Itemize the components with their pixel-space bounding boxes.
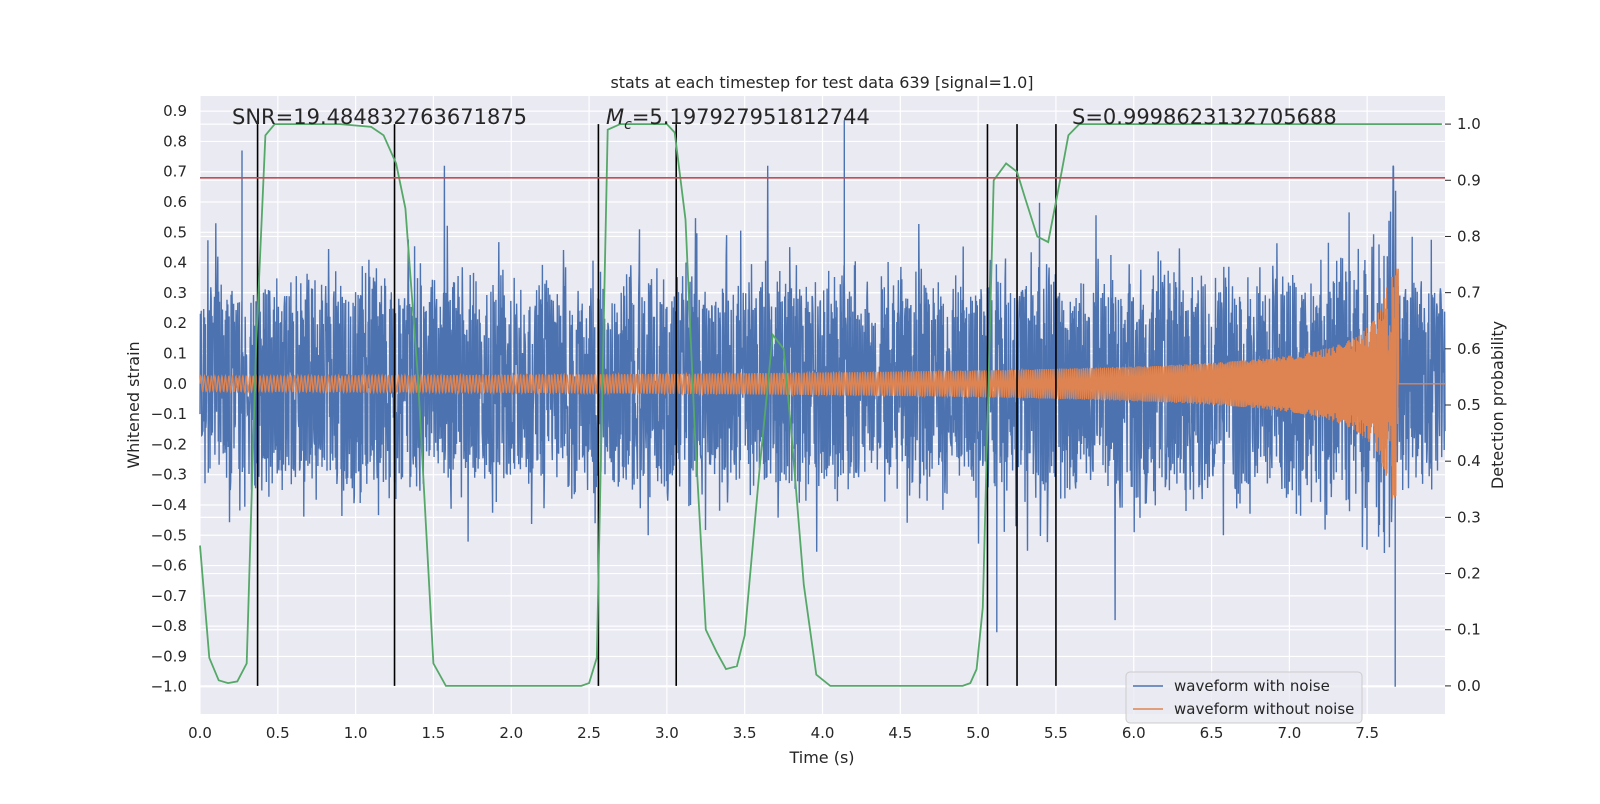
y2-tick-label: 0.1 [1457,621,1481,639]
y2-tick-label: 0.5 [1457,396,1481,414]
x-axis-label: Time (s) [788,748,854,767]
y2-tick-label: 0.3 [1457,508,1481,526]
x-tick-label: 7.5 [1355,724,1379,742]
y2-axis-label: Detection probability [1488,321,1507,489]
legend-label-noise: waveform with noise [1174,677,1330,695]
series-waveform-without-noise [199,268,1445,499]
y2-tick-label: 0.6 [1457,340,1481,358]
x-tick-label: 6.5 [1200,724,1224,742]
snr-annotation: SNR=19.484832763671875 [232,105,527,129]
legend: waveform with noise waveform without noi… [1125,671,1363,724]
x-tick-label: 4.5 [888,724,912,742]
y2-tick-label: 0.0 [1457,677,1481,695]
chirp-mass-symbol: M [606,105,624,129]
y-axis-ticks: 0.9 0.8 0.7 0.6 0.5 0.4 0.3 0.2 0.1 0.0 −0.1 −0.2 −0… [151,102,187,696]
x-tick-label: 6.0 [1122,724,1146,742]
x-tick-label: 1.5 [422,724,446,742]
y2-tick-label: 0.4 [1457,452,1481,470]
y-tick-label: −0.5 [151,526,187,544]
detection-probability-line [199,123,1442,687]
y-tick-label: −0.8 [151,617,187,635]
y-tick-label: −0.3 [151,466,187,484]
y-tick-label: 0.6 [163,193,187,211]
y2-tick-label: 0.7 [1457,284,1481,302]
x-tick-label: 2.5 [577,724,601,742]
x-tick-label: 2.0 [499,724,523,742]
chart-title: stats at each timestep for test data 639… [610,73,1033,92]
x-tick-label: 7.0 [1277,724,1301,742]
y-tick-label: 0.9 [163,102,187,120]
waveform-with-noise-line [199,120,1446,687]
x-tick-label: 0.0 [188,724,212,742]
x-tick-label: 0.5 [266,724,290,742]
y-tick-label: −0.2 [151,435,187,453]
series-detection-probability [199,123,1442,687]
y-tick-label: 0.3 [163,284,187,302]
x-tick-label: 4.0 [811,724,835,742]
y-tick-label: −0.1 [151,405,187,423]
y-tick-label: −0.6 [151,557,187,575]
y-tick-label: −0.9 [151,647,187,665]
x-tick-label: 3.0 [655,724,679,742]
y-tick-label: 0.4 [163,254,187,272]
chirp-mass-value: =5.197927951812744 [632,105,870,129]
y-tick-label: −0.4 [151,496,187,514]
y2-tick-label: 1.0 [1457,115,1481,133]
chirp-mass-subscript: c [624,117,632,133]
y2-tick-label: 0.2 [1457,565,1481,583]
y-axis-label: Whitened strain [124,341,143,468]
y-tick-label: 0.0 [163,375,187,393]
y-tick-label: 0.2 [163,314,187,332]
series-waveform-with-noise [199,120,1446,687]
x-axis-ticks: 0.0 0.5 1.0 1.5 2.0 2.5 3.0 3.5 4.0 4.5 5.0 5.5 6.0 6… [188,724,1379,742]
statistic-annotation: S=0.9998623132705688 [1072,105,1337,129]
x-tick-label: 3.5 [733,724,757,742]
y-tick-label: 0.5 [163,223,187,241]
x-tick-label: 5.5 [1044,724,1068,742]
y-tick-label: 0.1 [163,345,187,363]
chirp-mass-annotation: Mc=5.197927951812744 [606,105,870,133]
y-tick-label: −0.7 [151,587,187,605]
y2-axis-ticks: 1.0 0.9 0.8 0.7 0.6 0.5 0.4 0.3 0.2 0.1 0.0 [1445,115,1481,695]
x-tick-label: 5.0 [966,724,990,742]
y-tick-label: −1.0 [151,678,187,696]
waveform-without-noise-line [199,268,1445,499]
y2-tick-label: 0.9 [1457,171,1481,189]
y2-tick-label: 0.8 [1457,227,1481,245]
y-tick-label: 0.8 [163,132,187,150]
legend-box [1125,671,1363,724]
legend-label-clean: waveform without noise [1174,700,1354,718]
y-tick-label: 0.7 [163,163,187,181]
x-tick-label: 1.0 [344,724,368,742]
